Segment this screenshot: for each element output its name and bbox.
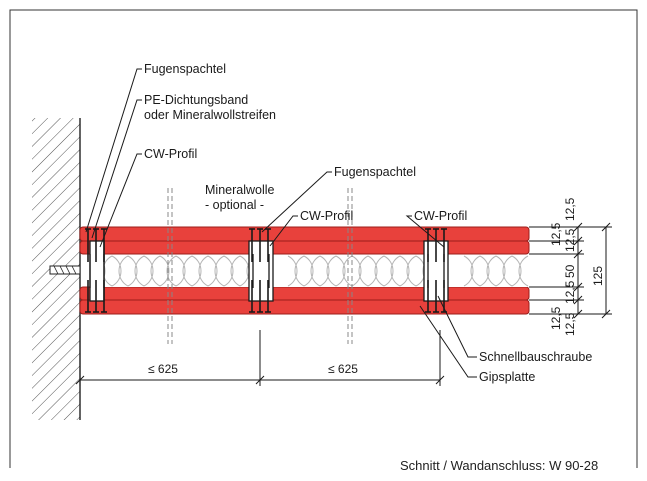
board-top-outer <box>79 226 530 242</box>
label-fugenspachtel-1: Fugenspachtel <box>144 62 226 76</box>
wall-anchor <box>49 265 81 275</box>
dim-layer-e: 12,5 <box>549 306 563 330</box>
label-cw-profil-1: CW-Profil <box>144 147 197 161</box>
screws <box>85 228 447 313</box>
dim-layer-d: 12,5 <box>563 280 577 304</box>
dim-core: 50 <box>563 264 577 278</box>
mineral-wool <box>95 255 529 287</box>
vertical-dimensions <box>529 222 612 319</box>
dim-layer-b: 12,5 <box>549 222 563 246</box>
frame <box>9 9 638 468</box>
drawing-caption: Schnitt / Wandanschluss: W 90-28 <box>400 458 598 473</box>
dim-spacing-left: ≤ 625 <box>148 362 178 376</box>
dim-spacing-right: ≤ 625 <box>328 362 358 376</box>
horizontal-dimension <box>75 318 445 386</box>
label-cw-profil-2: CW-Profil <box>300 209 353 223</box>
label-mineralwolle-line1: Mineralwolle <box>205 183 275 197</box>
leader-lines <box>85 68 477 378</box>
label-mineralwolle-line2: - optional - <box>205 198 264 212</box>
dim-layer-f: 12,5 <box>563 312 577 336</box>
board-joint-lines <box>167 188 353 344</box>
board-top-inner <box>79 240 530 255</box>
cw-profile-middle <box>248 240 274 302</box>
dim-total: 125 <box>591 266 605 286</box>
label-gipsplatte: Gipsplatte <box>479 370 535 384</box>
board-bottom-inner <box>79 286 530 301</box>
dim-layer-a: 12,5 <box>563 197 577 221</box>
vertical-dimension-texts: 12,5 12,5 12,5 50 12,5 12,5 12,5 125 <box>549 197 605 336</box>
label-fugenspachtel-2: Fugenspachtel <box>334 165 416 179</box>
dim-layer-c: 12,5 <box>563 228 577 252</box>
board-bottom-outer <box>79 299 530 315</box>
labels: Fugenspachtel PE-Dichtungsband oder Mine… <box>144 62 592 384</box>
label-pe-band-line2: oder Mineralwollstreifen <box>144 108 276 122</box>
label-cw-profil-3: CW-Profil <box>414 209 467 223</box>
cw-profile-left <box>89 240 105 302</box>
label-pe-band-line1: PE-Dichtungsband <box>144 93 248 107</box>
label-schnellbauschraube: Schnellbauschraube <box>479 350 592 364</box>
